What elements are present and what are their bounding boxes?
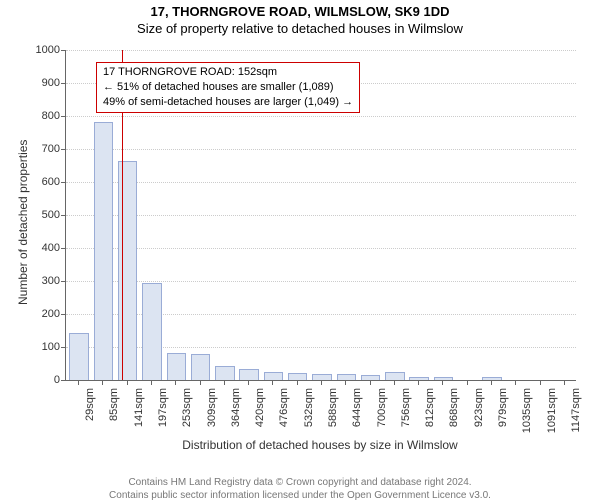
x-tick [370, 380, 371, 385]
x-tick-label: 756sqm [400, 388, 412, 427]
x-tick-label: 253sqm [181, 388, 193, 427]
x-tick [127, 380, 128, 385]
x-tick [515, 380, 516, 385]
histogram-bar [264, 372, 283, 380]
x-tick [200, 380, 201, 385]
histogram-bar [361, 375, 380, 380]
x-tick [78, 380, 79, 385]
page-title: 17, THORNGROVE ROAD, WILMSLOW, SK9 1DD [0, 4, 600, 19]
footer-line-1: Contains HM Land Registry data © Crown c… [0, 476, 600, 489]
y-tick-label: 1000 [36, 44, 66, 56]
x-tick-label: 85sqm [108, 388, 120, 421]
x-tick [467, 380, 468, 385]
x-tick-label: 700sqm [376, 388, 388, 427]
chart-container: 0 100 200 300 400 500 600 700 800 900 1000 29sqm 85s… [0, 44, 600, 449]
x-tick [418, 380, 419, 385]
grid-line [66, 50, 576, 51]
x-tick-label: 812sqm [424, 388, 436, 427]
x-tick [394, 380, 395, 385]
x-tick-label: 29sqm [84, 388, 96, 421]
x-tick-label: 309sqm [206, 388, 218, 427]
histogram-bar [288, 373, 307, 380]
x-tick-label: 476sqm [278, 388, 290, 427]
x-tick [297, 380, 298, 385]
annotation-line: 17 THORNGROVE ROAD: 152sqm [103, 65, 353, 80]
page-subtitle: Size of property relative to detached ho… [0, 21, 600, 36]
plot-area: 0100200300400500600700800900100029sqm85s… [65, 50, 576, 381]
histogram-bar [118, 161, 137, 380]
x-tick-label: 868sqm [448, 388, 460, 427]
x-tick-label: 923sqm [473, 388, 485, 427]
x-tick-label: 532sqm [303, 388, 315, 427]
y-tick-label: 900 [42, 77, 66, 89]
y-tick-label: 0 [54, 374, 66, 386]
x-tick [564, 380, 565, 385]
annotation-line: 49% of semi-detached houses are larger (… [103, 95, 353, 110]
grid-line [66, 281, 576, 282]
y-tick-label: 800 [42, 110, 66, 122]
grid-line [66, 182, 576, 183]
grid-line [66, 116, 576, 117]
x-tick-label: 1091sqm [546, 388, 558, 433]
x-tick-label: 588sqm [327, 388, 339, 427]
histogram-bar [94, 122, 113, 380]
x-tick-label: 979sqm [497, 388, 509, 427]
x-tick [345, 380, 346, 385]
histogram-bar [69, 333, 88, 380]
x-tick [321, 380, 322, 385]
histogram-bar [191, 354, 210, 380]
x-tick [442, 380, 443, 385]
x-tick [151, 380, 152, 385]
x-tick-label: 197sqm [157, 388, 169, 427]
x-tick [248, 380, 249, 385]
x-tick [491, 380, 492, 385]
y-tick-label: 300 [42, 275, 66, 287]
grid-line [66, 149, 576, 150]
footer-line-2: Contains public sector information licen… [0, 489, 600, 502]
histogram-bar [239, 369, 258, 380]
x-tick-label: 364sqm [230, 388, 242, 427]
y-axis-label: Number of detached properties [16, 140, 30, 305]
y-tick-label: 400 [42, 242, 66, 254]
x-tick [540, 380, 541, 385]
x-tick-label: 1035sqm [521, 388, 533, 433]
grid-line [66, 215, 576, 216]
histogram-bar [142, 283, 161, 380]
y-tick-label: 200 [42, 308, 66, 320]
x-tick-label: 1147sqm [570, 388, 582, 432]
y-tick-label: 700 [42, 143, 66, 155]
y-tick-label: 500 [42, 209, 66, 221]
histogram-bar [167, 353, 186, 380]
annotation-box: 17 THORNGROVE ROAD: 152sqm← 51% of detac… [96, 62, 360, 113]
y-tick-label: 600 [42, 176, 66, 188]
x-tick [102, 380, 103, 385]
x-tick [272, 380, 273, 385]
x-tick [224, 380, 225, 385]
grid-line [66, 248, 576, 249]
x-tick-label: 141sqm [133, 388, 145, 427]
x-tick-label: 420sqm [254, 388, 266, 427]
histogram-bar [215, 366, 234, 380]
footer-attribution: Contains HM Land Registry data © Crown c… [0, 476, 600, 502]
histogram-bar [385, 372, 404, 380]
x-tick-label: 644sqm [351, 388, 363, 427]
annotation-line: ← 51% of detached houses are smaller (1,… [103, 80, 353, 95]
y-tick-label: 100 [42, 341, 66, 353]
x-axis-label: Distribution of detached houses by size … [65, 438, 575, 452]
x-tick [175, 380, 176, 385]
